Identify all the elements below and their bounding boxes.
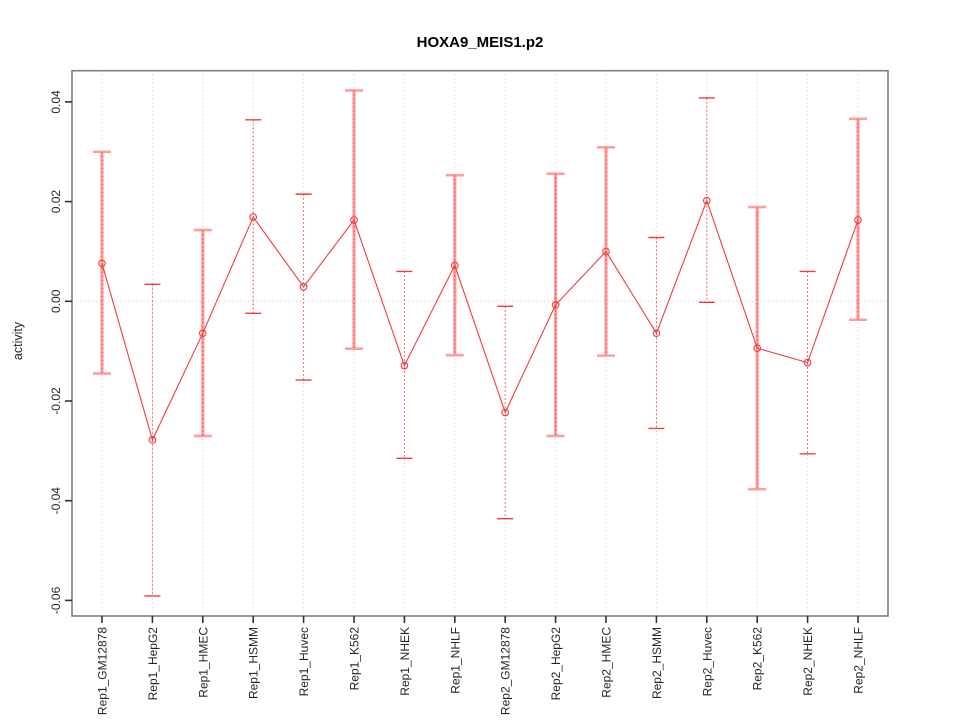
data-point xyxy=(98,259,106,268)
x-tick-label: Rep1_NHLF xyxy=(448,627,462,694)
data-point xyxy=(501,408,510,417)
x-tick-label: Rep1_NHEK xyxy=(398,627,412,696)
x-tick-label: Rep1_K562 xyxy=(348,627,362,691)
x-tick-label: Rep2_HSMM xyxy=(650,627,664,699)
x-tick-label: Rep2_HepG2 xyxy=(549,627,563,701)
data-point xyxy=(400,361,409,370)
y-tick-label: 0.04 xyxy=(49,90,63,114)
x-tick-label: Rep2_K562 xyxy=(751,627,765,691)
series-line xyxy=(101,198,859,442)
data-point xyxy=(551,300,560,309)
chart-title: HOXA9_MEIS1.p2 xyxy=(417,34,544,51)
x-tick-label: Rep1_HSMM xyxy=(247,627,261,699)
data-point xyxy=(198,329,207,338)
data-point xyxy=(350,216,358,224)
y-tick-label: -0.02 xyxy=(49,387,63,415)
y-tick-label: 0.02 xyxy=(49,190,63,214)
y-tick-label: -0.06 xyxy=(49,586,63,614)
data-point xyxy=(450,261,459,270)
x-tick-label: Rep1_HepG2 xyxy=(146,627,160,701)
data-point xyxy=(148,436,157,444)
y-axis-label: activity xyxy=(11,321,25,360)
data-point xyxy=(249,213,258,221)
data-point xyxy=(753,344,762,353)
x-tick-label: Rep2_GM12878 xyxy=(499,627,513,715)
data-point xyxy=(652,329,661,338)
x-tick-label: Rep1_Huvec xyxy=(297,627,311,696)
data-point xyxy=(854,216,862,224)
y-tick-label: -0.04 xyxy=(49,487,63,515)
x-tick-label: Rep1_HMEC xyxy=(196,627,210,698)
plot-layer: 0.04 0.02 0.00 -0.02 -0.04 -0.06 Rep1_GM12878 R… xyxy=(49,69,889,715)
x-tick-label: Rep2_NHEK xyxy=(801,627,815,696)
x-tick-label: Rep2_NHLF xyxy=(852,627,866,694)
x-tick-label: Rep1_GM12878 xyxy=(96,627,110,715)
x-tick-label: Rep2_HMEC xyxy=(600,627,614,698)
x-tick-label: Rep2_Huvec xyxy=(700,627,714,696)
y-tick-label: 0.00 xyxy=(49,289,63,313)
data-point xyxy=(602,247,610,256)
data-point xyxy=(299,282,308,291)
data-point xyxy=(702,196,711,205)
data-point xyxy=(803,358,812,367)
plot-frame xyxy=(71,69,889,617)
